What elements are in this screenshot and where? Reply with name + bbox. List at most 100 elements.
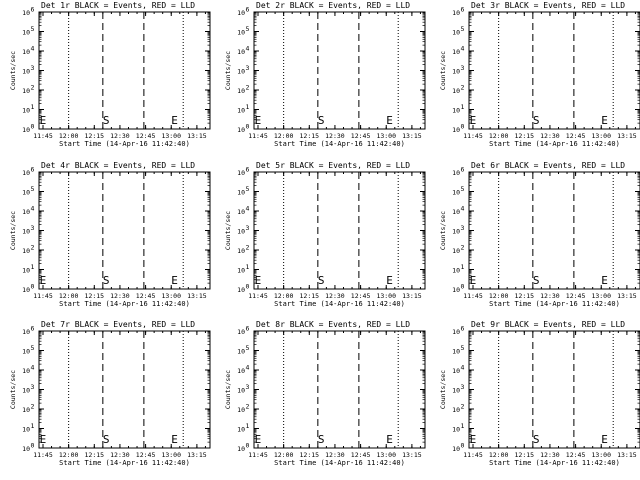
y-tick-exponent: 5: [246, 25, 250, 33]
x-tick-label: 11:45: [248, 292, 268, 300]
x-tick-label: 12:00: [274, 451, 294, 459]
y-tick-exponent: 3: [246, 383, 250, 391]
y-tick-exponent: 1: [31, 263, 35, 271]
y-tick-exponent: 3: [461, 224, 465, 232]
chart-panel: Det 2r BLACK = Events, RED = LLD 11:45 12:…: [224, 1, 426, 148]
y-tick-label: 10: [452, 189, 460, 197]
y-tick-exponent: 2: [461, 244, 465, 252]
x-tick-label: 11:45: [33, 292, 53, 300]
y-tick-label: 10: [237, 445, 245, 453]
x-tick-label: 11:45: [33, 451, 53, 459]
x-tick-label: 12:30: [325, 292, 345, 300]
chart-title: Det 7r BLACK = Events, RED = LLD: [41, 320, 195, 329]
y-tick-label: 10: [22, 189, 30, 197]
y-tick-label: 10: [237, 87, 245, 95]
x-tick-label: 12:30: [325, 132, 345, 140]
x-tick-label: 12:30: [110, 292, 130, 300]
marker-label: E: [601, 433, 608, 446]
y-tick-label: 10: [452, 48, 460, 56]
y-tick-label: 10: [452, 267, 460, 275]
x-tick-label: 12:45: [351, 451, 371, 459]
plot-frame: [468, 171, 640, 290]
marker-label: E: [601, 274, 608, 287]
y-axis-label: Counts/sec: [439, 370, 447, 409]
marker-label: E: [171, 433, 178, 446]
chart-title: Det 8r BLACK = Events, RED = LLD: [256, 320, 410, 329]
marker-label: E: [470, 114, 477, 127]
marker-label: S: [103, 433, 110, 446]
y-tick-exponent: 5: [461, 344, 465, 352]
x-tick-label: 12:15: [300, 451, 320, 459]
x-tick-label: 11:45: [463, 132, 483, 140]
x-tick-label: 11:45: [33, 132, 53, 140]
x-tick-label: 12:45: [351, 132, 371, 140]
x-tick-label: 12:15: [85, 292, 105, 300]
y-tick-label: 10: [452, 9, 460, 17]
y-tick-label: 10: [22, 406, 30, 414]
y-tick-label: 10: [22, 126, 30, 134]
x-axis-label: Start Time (14-Apr-16 11:42:40): [489, 140, 620, 148]
y-tick-exponent: 5: [461, 185, 465, 193]
chart-title: Det 6r BLACK = Events, RED = LLD: [471, 161, 625, 170]
y-tick-label: 10: [22, 228, 30, 236]
y-tick-exponent: 2: [31, 244, 35, 252]
x-axis-label: Start Time (14-Apr-16 11:42:40): [274, 140, 405, 148]
y-tick-exponent: 5: [31, 344, 35, 352]
y-tick-exponent: 2: [31, 403, 35, 411]
y-tick-label: 10: [452, 348, 460, 356]
x-tick-label: 12:00: [274, 292, 294, 300]
y-tick-label: 10: [452, 228, 460, 236]
y-axis-label: Counts/sec: [9, 51, 17, 90]
marker-label: S: [318, 274, 325, 287]
marker-label: E: [255, 433, 262, 446]
y-axis-label: Counts/sec: [224, 370, 232, 409]
y-tick-label: 10: [237, 189, 245, 197]
marker-label: S: [318, 114, 325, 127]
y-tick-exponent: 6: [31, 6, 35, 14]
x-axis-label: Start Time (14-Apr-16 11:42:40): [489, 459, 620, 467]
x-tick-label: 11:45: [248, 451, 268, 459]
chart-title: Det 4r BLACK = Events, RED = LLD: [41, 161, 195, 170]
x-tick-label: 13:15: [617, 132, 637, 140]
plot-frame: [253, 11, 426, 130]
x-tick-label: 12:45: [136, 451, 156, 459]
marker-label: E: [40, 114, 47, 127]
chart-title: Det 1r BLACK = Events, RED = LLD: [41, 1, 195, 10]
x-tick-label: 13:00: [591, 132, 611, 140]
y-tick-label: 10: [237, 247, 245, 255]
x-tick-label: 11:45: [248, 132, 268, 140]
y-tick-exponent: 1: [246, 422, 250, 430]
y-tick-label: 10: [237, 68, 245, 76]
y-tick-exponent: 2: [246, 84, 250, 92]
x-tick-label: 12:45: [566, 132, 586, 140]
y-tick-exponent: 1: [246, 103, 250, 111]
x-tick-label: 12:00: [489, 451, 509, 459]
y-tick-exponent: 3: [461, 383, 465, 391]
x-tick-label: 13:00: [376, 132, 396, 140]
x-tick-label: 12:30: [110, 132, 130, 140]
chart-title: Det 3r BLACK = Events, RED = LLD: [471, 1, 625, 10]
y-tick-exponent: 4: [31, 364, 35, 372]
x-tick-label: 12:00: [274, 132, 294, 140]
y-tick-label: 10: [452, 29, 460, 37]
y-tick-label: 10: [22, 29, 30, 37]
plot-frame: [38, 330, 211, 449]
y-tick-exponent: 6: [31, 325, 35, 333]
x-tick-label: 12:15: [300, 292, 320, 300]
y-tick-label: 10: [452, 208, 460, 216]
y-tick-label: 10: [22, 348, 30, 356]
y-tick-exponent: 0: [31, 283, 35, 291]
y-tick-label: 10: [452, 68, 460, 76]
y-tick-exponent: 3: [461, 64, 465, 72]
y-tick-exponent: 3: [31, 224, 35, 232]
y-tick-label: 10: [452, 247, 460, 255]
y-tick-label: 10: [452, 445, 460, 453]
y-tick-exponent: 3: [246, 224, 250, 232]
chart-panel: Det 7r BLACK = Events, RED = LLD 11:45 12:…: [9, 320, 211, 467]
marker-label: E: [40, 433, 47, 446]
chart-title: Det 2r BLACK = Events, RED = LLD: [256, 1, 410, 10]
y-tick-label: 10: [237, 387, 245, 395]
x-tick-label: 11:45: [463, 292, 483, 300]
x-tick-label: 12:00: [59, 132, 79, 140]
x-tick-label: 12:00: [59, 292, 79, 300]
